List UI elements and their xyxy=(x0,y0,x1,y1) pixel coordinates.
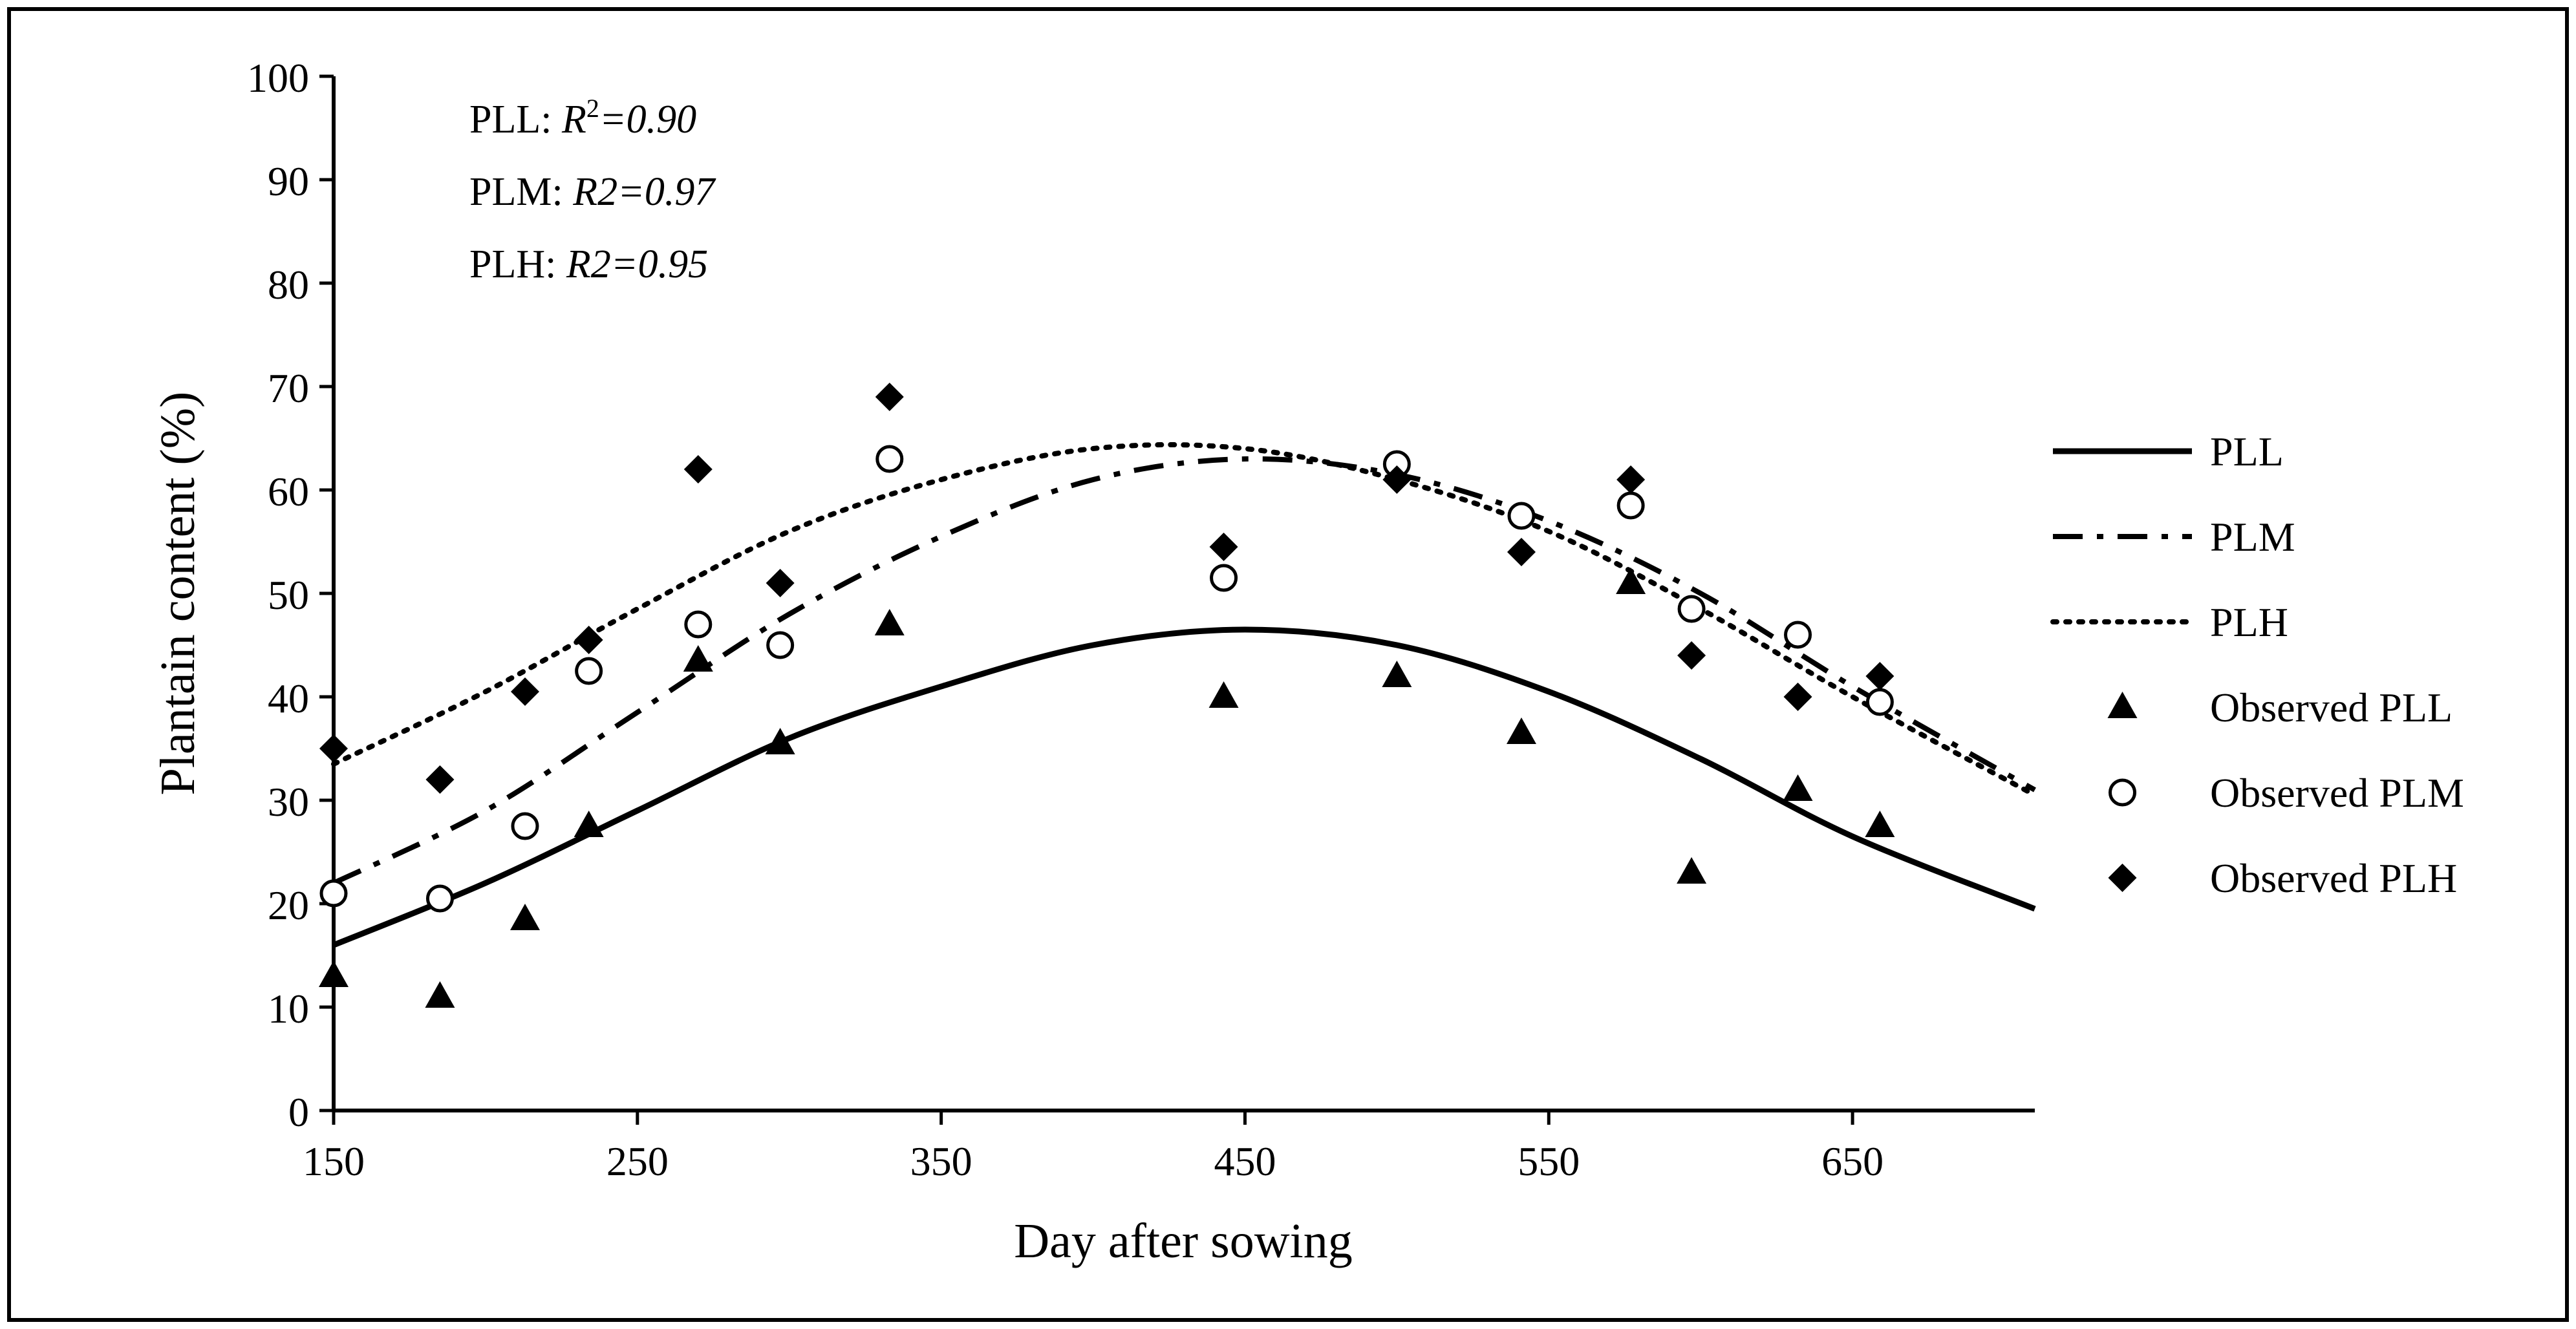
point-observed-pll xyxy=(1507,718,1537,744)
r-squared-annotation: PLH: R2=0.95 xyxy=(469,242,708,286)
series-line-pll xyxy=(332,626,2036,948)
annotation-r-symbol: R2 xyxy=(572,170,617,214)
point-observed-pll xyxy=(1382,661,1412,687)
x-ticks: 150 250 350 450 550 650 xyxy=(303,1111,1884,1184)
point-observed-plh xyxy=(319,734,348,763)
point-observed-plh xyxy=(1783,683,1812,711)
point-observed-plh xyxy=(1616,465,1646,494)
point-observed-plm xyxy=(1865,688,1894,716)
point-observed-plh xyxy=(766,569,795,597)
point-observed-pll xyxy=(1208,681,1239,708)
point-observed-plm xyxy=(766,631,795,659)
y-axis-title: Plantain content (%) xyxy=(151,392,205,796)
point-observed-pll xyxy=(425,981,455,1008)
legend: PLL PLM PLH Observed PLL Observed PLM Observe… xyxy=(2050,429,2464,901)
point-observed-plh xyxy=(1865,662,1894,690)
x-tick-label: 650 xyxy=(1821,1138,1884,1184)
point-observed-plh xyxy=(683,455,713,484)
point-observed-plh xyxy=(1209,533,1238,561)
point-observed-plm xyxy=(1507,502,1536,530)
point-observed-pll xyxy=(1616,568,1646,594)
y-tick-label: 20 xyxy=(268,882,309,928)
legend-label-observed-plh: Observed PLH xyxy=(2210,855,2457,901)
series-lines xyxy=(331,442,2037,948)
series-markers xyxy=(319,383,1895,1008)
y-tick-label: 100 xyxy=(247,55,309,101)
point-observed-pll xyxy=(683,645,713,672)
point-observed-pll xyxy=(574,811,604,837)
annotation-value: =0.90 xyxy=(599,98,696,142)
point-observed-pll xyxy=(874,609,905,635)
y-tick-label: 90 xyxy=(268,158,309,204)
point-observed-plm xyxy=(684,610,713,639)
annotation-r-symbol: R xyxy=(561,98,586,142)
legend-swatch-observed-pll xyxy=(2107,692,2138,718)
annotation-superscript: 2 xyxy=(586,94,599,123)
y-tick-label: 80 xyxy=(268,262,309,308)
y-tick-label: 60 xyxy=(268,469,309,515)
legend-label-pll: PLL xyxy=(2210,429,2284,474)
point-observed-plh xyxy=(425,765,455,794)
x-tick-label: 250 xyxy=(606,1138,669,1184)
series-line-plh xyxy=(331,442,2037,798)
annotation-series-label: PLL: xyxy=(469,98,562,142)
point-observed-pll xyxy=(1783,774,1813,801)
point-observed-pll xyxy=(319,961,349,987)
r-squared-annotation: PLL: R2=0.90 xyxy=(469,94,696,142)
point-observed-pll xyxy=(1865,811,1895,837)
r-squared-annotation: PLM: R2=0.97 xyxy=(469,170,716,214)
y-tick-label: 0 xyxy=(288,1089,309,1135)
annotation-r-symbol: R2 xyxy=(566,242,611,286)
point-observed-plm xyxy=(1616,491,1645,520)
point-observed-plm xyxy=(511,812,539,840)
point-observed-plm xyxy=(575,657,603,685)
point-observed-plm xyxy=(1784,621,1812,649)
point-observed-pll xyxy=(1677,857,1707,884)
y-tick-label: 10 xyxy=(268,986,309,1032)
annotation-series-label: PLM: xyxy=(469,170,573,214)
legend-swatch-observed-plm xyxy=(2109,778,2136,807)
point-observed-plh xyxy=(875,383,904,411)
plot-area: 0 10 20 30 40 50 60 70 80 90 100 150 250 350 450 550 65… xyxy=(247,55,2037,1184)
annotation-value: =0.97 xyxy=(617,170,716,214)
x-tick-label: 550 xyxy=(1518,1138,1580,1184)
point-observed-plh xyxy=(574,626,603,654)
point-observed-plh xyxy=(1677,641,1706,670)
point-observed-plh xyxy=(510,677,539,706)
y-ticks: 0 10 20 30 40 50 60 70 80 90 100 xyxy=(247,55,334,1135)
x-tick-label: 450 xyxy=(1214,1138,1276,1184)
point-observed-plm xyxy=(1677,595,1706,623)
y-tick-label: 50 xyxy=(268,572,309,618)
legend-label-observed-plm: Observed PLM xyxy=(2210,770,2464,816)
x-tick-label: 350 xyxy=(910,1138,972,1184)
point-observed-pll xyxy=(765,728,795,754)
figure-border xyxy=(7,7,2569,1322)
x-tick-label: 150 xyxy=(303,1138,365,1184)
y-tick-label: 70 xyxy=(268,365,309,411)
point-observed-pll xyxy=(510,904,540,930)
legend-label-plm: PLM xyxy=(2210,514,2295,560)
point-observed-plm xyxy=(425,884,454,913)
y-tick-label: 30 xyxy=(268,779,309,825)
point-observed-plh xyxy=(1382,465,1411,494)
legend-label-observed-pll: Observed PLL xyxy=(2210,685,2453,730)
point-observed-plm xyxy=(875,445,904,473)
point-observed-plm xyxy=(319,879,348,908)
annotation-series-label: PLH: xyxy=(469,242,566,286)
legend-label-plh: PLH xyxy=(2210,599,2288,645)
y-tick-label: 40 xyxy=(268,675,309,721)
point-observed-plh xyxy=(1507,538,1536,566)
annotation-value: =0.95 xyxy=(611,242,708,286)
legend-swatch-observed-plh xyxy=(2108,864,2137,892)
x-axis-title: Day after sowing xyxy=(1014,1214,1352,1268)
point-observed-plm xyxy=(1210,564,1238,592)
